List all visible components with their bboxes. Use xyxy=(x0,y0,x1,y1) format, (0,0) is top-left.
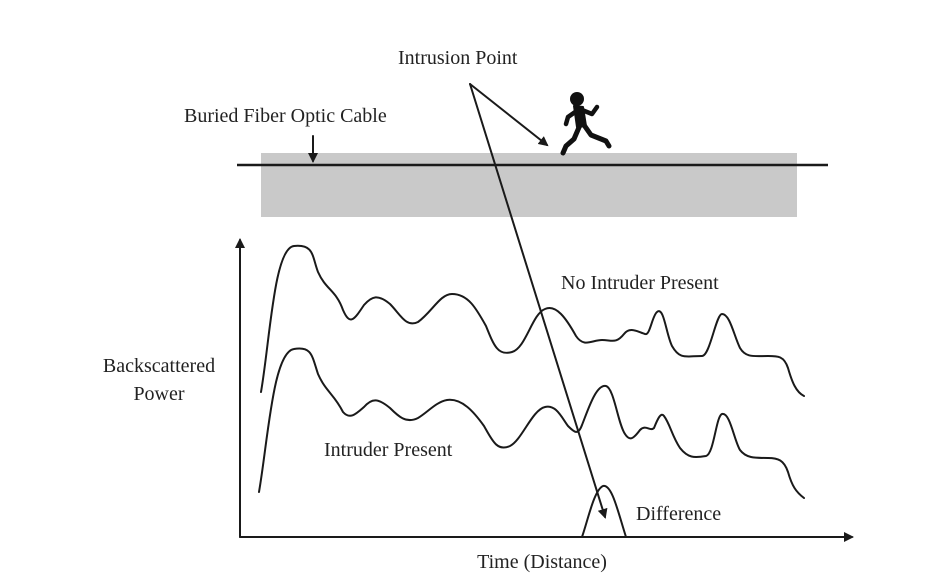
x-axis-label: Time (Distance) xyxy=(477,551,607,573)
no-intruder-curve xyxy=(260,244,805,397)
intrusion-arrow-to-runner xyxy=(469,83,549,147)
ground-region xyxy=(261,153,797,217)
running-person-icon xyxy=(560,92,612,156)
y-axis-label-line1: Backscattered xyxy=(103,355,215,377)
intruder-curve xyxy=(258,347,805,499)
y-axis-label-line2: Power xyxy=(133,383,184,405)
buried-cable-label: Buried Fiber Optic Cable xyxy=(184,105,387,127)
difference-curve xyxy=(581,485,627,538)
intruder-label: Intruder Present xyxy=(324,439,453,461)
intrusion-point-label: Intrusion Point xyxy=(398,47,518,69)
intrusion-arrow-to-difference xyxy=(469,83,608,519)
no-intruder-label: No Intruder Present xyxy=(561,272,719,294)
difference-label: Difference xyxy=(636,503,721,525)
